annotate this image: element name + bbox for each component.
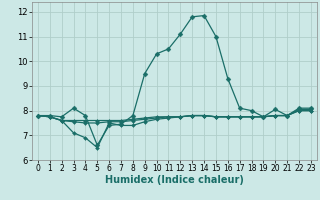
X-axis label: Humidex (Indice chaleur): Humidex (Indice chaleur): [105, 175, 244, 185]
